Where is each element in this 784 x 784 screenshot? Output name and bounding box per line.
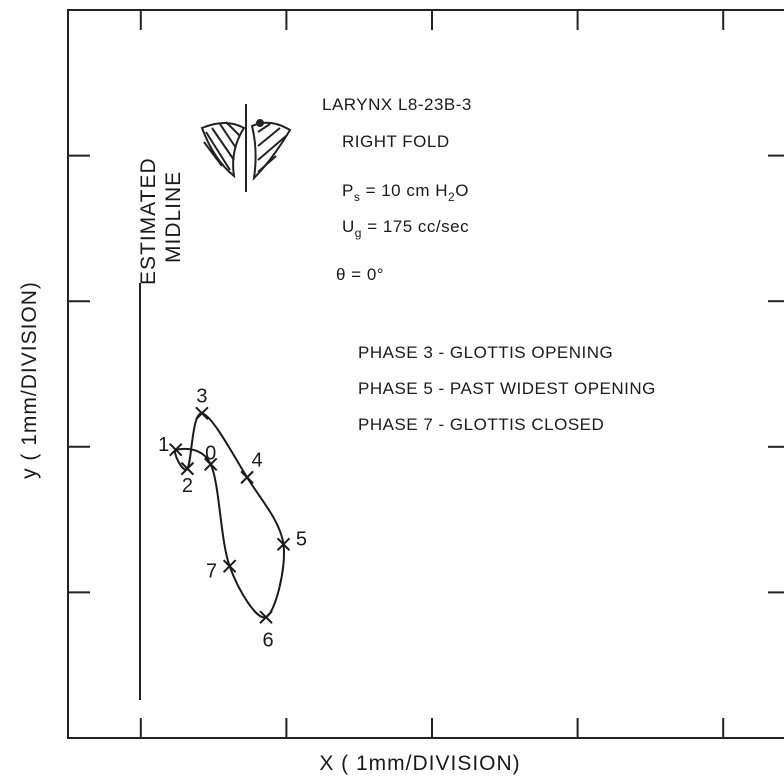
phase-label: 1 [158, 434, 169, 456]
annotation: Ps = 10 cm H2O [342, 181, 469, 204]
annotation: θ = 0° [336, 265, 384, 284]
annotation-part: s [354, 190, 361, 204]
annotation: PHASE 5 - PAST WIDEST OPENING [358, 379, 656, 398]
annotation-part: O [455, 181, 469, 200]
x-axis-label: X ( 1mm/DIVISION) [319, 752, 520, 775]
phase-marker [169, 443, 183, 457]
phase-marker [276, 537, 291, 552]
annotation: Ug = 175 cc/sec [342, 217, 469, 240]
annotation: PHASE 3 - GLOTTIS OPENING [358, 343, 613, 362]
phase-marker [240, 470, 254, 485]
phase-label: 5 [296, 529, 307, 551]
annotation: RIGHT FOLD [342, 132, 450, 151]
midline-label: MIDLINE [162, 171, 185, 263]
phase-marker [180, 461, 195, 476]
phase-label: 3 [196, 386, 207, 408]
plot-frame [67, 9, 784, 739]
phase-marker [203, 457, 218, 471]
annotation-part: = 10 cm H [360, 181, 448, 200]
glottis-sketch [200, 104, 292, 192]
y-axis-label: y ( 1mm/DIVISION) [18, 281, 41, 479]
phase-marker [259, 610, 273, 624]
midline-label: ESTIMATED [137, 157, 160, 285]
annotation: PHASE 7 - GLOTTIS CLOSED [358, 415, 604, 434]
annotation-part: = 175 cc/sec [362, 217, 469, 236]
phase-label: 4 [252, 450, 263, 472]
annotation-part: U [342, 217, 355, 236]
phase-label: 0 [205, 443, 216, 465]
phase-label: 7 [206, 560, 217, 582]
phase-marker [222, 559, 237, 573]
annotation-part: 2 [448, 190, 455, 204]
annotation-part: g [355, 226, 362, 240]
phase-label: 6 [262, 629, 273, 651]
annotation-part: P [342, 181, 354, 200]
phase-label: 2 [182, 475, 193, 497]
phase-marker [195, 406, 209, 421]
annotation: LARYNX L8-23B-3 [322, 95, 472, 114]
